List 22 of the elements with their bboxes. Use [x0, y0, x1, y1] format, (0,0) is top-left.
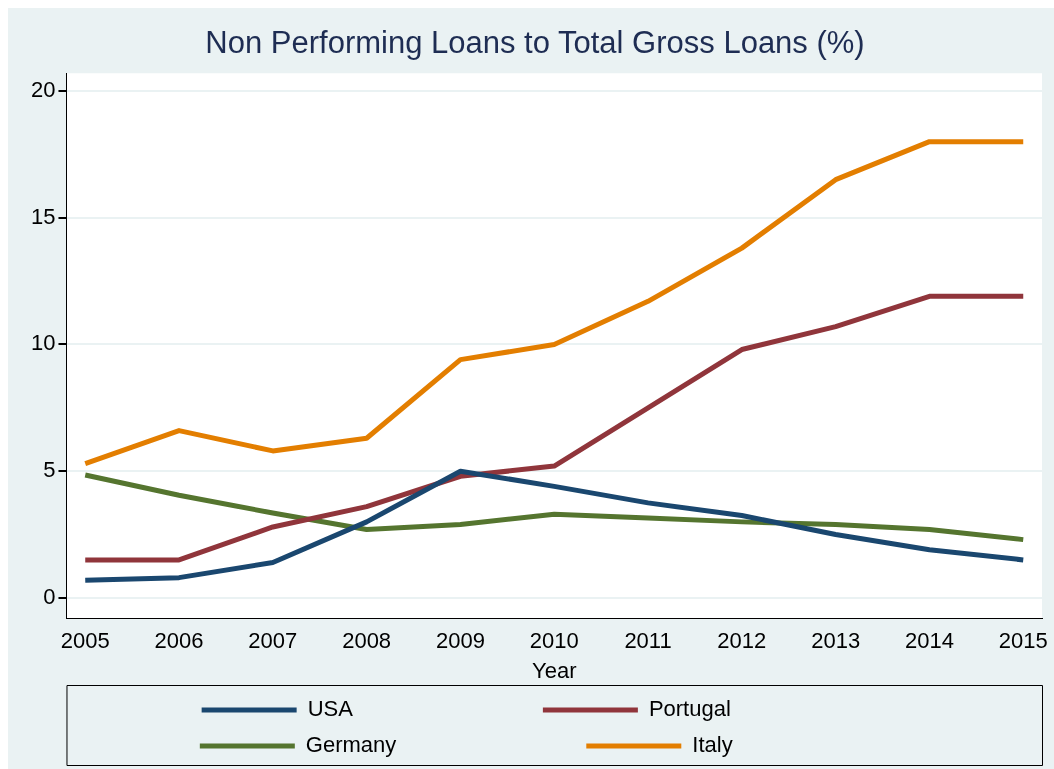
x-tick-label: 2015 [998, 628, 1048, 654]
x-tick-label: 2006 [154, 628, 204, 654]
x-tick-label: 2014 [904, 628, 954, 654]
x-tick-label: 2011 [624, 628, 672, 654]
legend-label: USA [307, 696, 529, 722]
y-tick-label: 5 [43, 457, 56, 483]
x-tick-label: 2008 [342, 628, 392, 654]
y-tick-label: 10 [30, 330, 56, 356]
x-tick-label: 2009 [435, 628, 485, 654]
x-axis-title: Year [532, 657, 577, 683]
x-tick-label: 2013 [811, 628, 861, 654]
legend-label: Italy [692, 732, 909, 758]
chart-title: Non Performing Loans to Total Gross Loans (%) [205, 25, 865, 61]
x-tick-label: 2007 [248, 628, 298, 654]
y-tick-label: 15 [30, 203, 56, 229]
legend-label: Germany [305, 732, 573, 758]
y-tick-label: 20 [30, 77, 56, 103]
x-tick-label: 2012 [717, 628, 767, 654]
x-tick-label: 2010 [529, 628, 579, 654]
legend-label: Portugal [648, 696, 907, 722]
x-tick-label: 2005 [60, 628, 110, 654]
y-tick-label: 0 [43, 583, 56, 609]
